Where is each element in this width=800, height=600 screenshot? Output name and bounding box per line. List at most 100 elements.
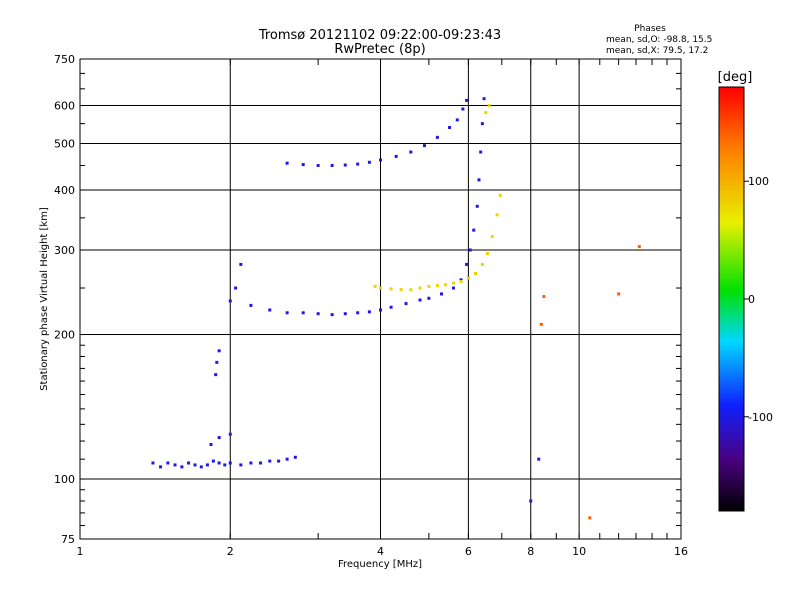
data-point bbox=[228, 299, 232, 303]
data-point bbox=[367, 160, 371, 164]
data-point bbox=[343, 163, 347, 167]
data-point bbox=[480, 262, 484, 266]
data-point bbox=[268, 459, 272, 463]
y-tick-label: 75 bbox=[61, 533, 75, 546]
data-point bbox=[228, 461, 232, 465]
data-point bbox=[485, 252, 489, 256]
gridlines bbox=[80, 59, 681, 539]
data-point bbox=[451, 281, 455, 285]
x-tick-label: 6 bbox=[465, 545, 472, 558]
data-point bbox=[444, 283, 448, 287]
data-point bbox=[468, 248, 472, 252]
data-point bbox=[180, 465, 184, 469]
x-tick-label: 16 bbox=[674, 545, 688, 558]
data-point bbox=[475, 204, 479, 208]
data-point bbox=[343, 312, 347, 316]
chart-subtitle: RwPretec (8p) bbox=[334, 42, 425, 57]
x-tick-label: 8 bbox=[527, 545, 534, 558]
data-point bbox=[479, 150, 483, 154]
axis-ticks: 1 2 4 6 8 10 16 75 100 200 300 400 500 600 750 bbox=[54, 53, 688, 558]
data-point bbox=[542, 295, 546, 299]
data-point bbox=[487, 104, 491, 108]
stats-o-mode: mean, sd,O: -98.8, 15.5 bbox=[606, 35, 712, 45]
data-point bbox=[214, 373, 218, 377]
x-axis-label: Frequency [MHz] bbox=[338, 559, 422, 570]
y-tick-label: 400 bbox=[54, 184, 75, 197]
data-point bbox=[330, 163, 334, 167]
data-point bbox=[356, 311, 360, 315]
data-point bbox=[211, 459, 215, 463]
data-point bbox=[356, 162, 360, 166]
data-point bbox=[537, 457, 541, 461]
data-point bbox=[301, 311, 305, 315]
data-point bbox=[223, 463, 227, 467]
data-point bbox=[451, 286, 455, 290]
data-point bbox=[418, 298, 422, 302]
data-point bbox=[461, 107, 465, 111]
data-point bbox=[293, 455, 297, 459]
data-point bbox=[389, 305, 393, 309]
data-point bbox=[187, 461, 191, 465]
data-point bbox=[159, 465, 163, 469]
data-point bbox=[394, 154, 398, 158]
x-tick-label: 2 bbox=[227, 545, 234, 558]
stats-x-mode: mean, sd,X: 79.5, 17.2 bbox=[606, 46, 708, 56]
x-tick-label: 1 bbox=[77, 545, 84, 558]
x-tick-label: 4 bbox=[377, 545, 384, 558]
data-point bbox=[173, 463, 177, 467]
data-point bbox=[539, 322, 543, 326]
y-tick-label: 500 bbox=[54, 138, 75, 151]
data-point bbox=[379, 158, 382, 162]
data-point bbox=[495, 213, 499, 217]
data-point bbox=[459, 278, 463, 282]
data-point bbox=[199, 465, 203, 469]
data-point bbox=[617, 292, 621, 296]
y-tick-label: 100 bbox=[54, 473, 75, 486]
data-point bbox=[373, 284, 377, 288]
y-tick-label: 200 bbox=[54, 329, 75, 342]
data-point bbox=[217, 461, 221, 465]
data-point bbox=[440, 292, 444, 296]
data-point bbox=[217, 349, 221, 353]
data-point bbox=[228, 432, 232, 436]
colorbar-tick-label: 100 bbox=[748, 175, 769, 188]
data-point bbox=[498, 193, 502, 197]
data-point bbox=[316, 312, 320, 316]
data-point bbox=[367, 310, 371, 314]
data-point bbox=[480, 122, 484, 126]
colorbar bbox=[718, 86, 745, 512]
data-point bbox=[529, 499, 533, 503]
data-point bbox=[490, 235, 494, 239]
data-point bbox=[588, 516, 592, 520]
data-point bbox=[435, 135, 439, 139]
data-point bbox=[234, 286, 238, 290]
data-point bbox=[239, 463, 243, 467]
data-point bbox=[249, 461, 253, 465]
data-point bbox=[465, 98, 469, 102]
data-point bbox=[205, 463, 209, 467]
data-point bbox=[285, 161, 289, 165]
data-point bbox=[215, 360, 219, 364]
data-point bbox=[285, 457, 289, 461]
data-point bbox=[477, 178, 481, 182]
data-point bbox=[379, 308, 382, 312]
y-tick-label: 300 bbox=[54, 244, 75, 257]
data-point bbox=[193, 463, 197, 467]
stats-header: Phases bbox=[634, 24, 666, 34]
data-point bbox=[482, 97, 486, 101]
data-point bbox=[151, 461, 155, 465]
data-point bbox=[427, 296, 431, 300]
data-point bbox=[455, 118, 459, 122]
data-point bbox=[399, 288, 403, 292]
colorbar-tick-label: -100 bbox=[748, 411, 773, 424]
data-point bbox=[435, 284, 439, 288]
data-point bbox=[379, 286, 382, 290]
data-point bbox=[249, 303, 253, 307]
chart-title: Tromsø 20121102 09:22:00-09:23:43 bbox=[258, 28, 501, 43]
data-point bbox=[484, 111, 488, 115]
data-point bbox=[259, 461, 263, 465]
data-point bbox=[268, 308, 272, 312]
data-point bbox=[217, 436, 221, 440]
data-point bbox=[637, 245, 641, 249]
data-point bbox=[448, 125, 452, 129]
